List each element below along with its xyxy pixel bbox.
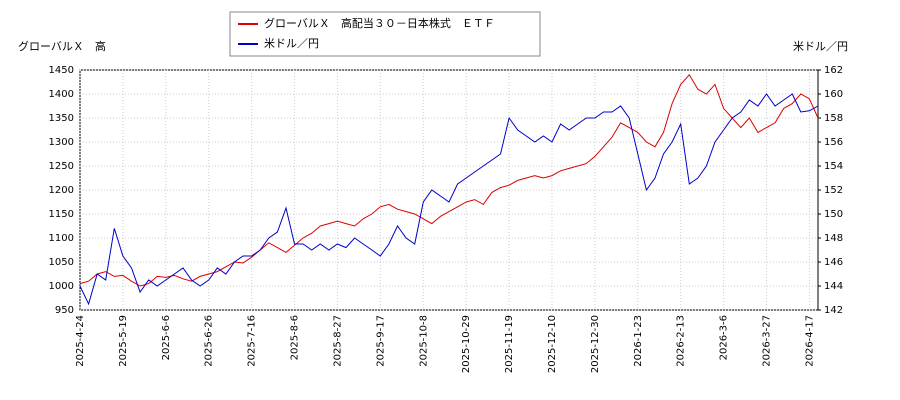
y-tick-label: 1350 bbox=[49, 113, 74, 124]
y2-tick-label: 146 bbox=[824, 257, 843, 268]
y2-tick-label: 160 bbox=[824, 89, 843, 100]
x-tick-label: 2025-12-30 bbox=[590, 315, 601, 373]
x-tick-label: 2026-3-6 bbox=[719, 315, 730, 360]
y-tick-label: 1150 bbox=[49, 209, 74, 220]
legend-box bbox=[229, 11, 541, 57]
x-tick-label: 2025-8-27 bbox=[332, 315, 343, 367]
y2-tick-label: 158 bbox=[824, 113, 843, 124]
x-tick-label: 2026-2-13 bbox=[676, 315, 687, 367]
y2-tick-label: 142 bbox=[824, 305, 843, 316]
y2-axis-label: 米ドル／円 bbox=[793, 40, 848, 53]
legend-label: グローバルＸ 高配当３０－日本株式 ＥＴＦ bbox=[264, 16, 495, 30]
x-tick-label: 2026-4-17 bbox=[804, 315, 815, 367]
series-line bbox=[79, 73, 819, 287]
y2-tick-label: 154 bbox=[824, 161, 843, 172]
x-tick-label: 2025-5-19 bbox=[118, 315, 129, 367]
x-tick-label: 2025-9-17 bbox=[375, 315, 386, 367]
x-tick-label: 2025-10-29 bbox=[461, 315, 472, 373]
y-axis-label: グローバルＸ 高 bbox=[18, 39, 106, 53]
y2-tick-label: 148 bbox=[824, 233, 843, 244]
y-tick-label: 1100 bbox=[49, 233, 74, 244]
y-tick-label: 1000 bbox=[49, 281, 74, 292]
y2-tick-label: 150 bbox=[824, 209, 843, 220]
x-tick-label: 2025-8-6 bbox=[290, 315, 301, 360]
y-tick-label: 1400 bbox=[49, 89, 74, 100]
y-tick-label: 1250 bbox=[49, 161, 74, 172]
y-tick-label: 1300 bbox=[49, 137, 74, 148]
y2-tick-label: 156 bbox=[824, 137, 843, 148]
x-tick-label: 2026-3-27 bbox=[762, 315, 773, 367]
x-tick-label: 2025-7-16 bbox=[247, 315, 258, 367]
x-tick-label: 2025-11-19 bbox=[504, 315, 515, 373]
y-tick-label: 1450 bbox=[49, 65, 74, 76]
x-tick-label: 2026-1-23 bbox=[633, 315, 644, 367]
x-tick-label: 2025-6-6 bbox=[161, 315, 172, 360]
y-tick-label: 1200 bbox=[49, 185, 74, 196]
legend-label: 米ドル／円 bbox=[264, 37, 319, 50]
y2-tick-label: 152 bbox=[824, 185, 843, 196]
x-tick-label: 2025-6-26 bbox=[204, 315, 215, 367]
y2-tick-label: 162 bbox=[824, 65, 843, 76]
y-tick-label: 1050 bbox=[49, 257, 74, 268]
series-line bbox=[79, 93, 819, 306]
y-tick-label: 950 bbox=[55, 305, 74, 316]
y2-tick-label: 144 bbox=[824, 281, 843, 292]
x-tick-label: 2025-4-24 bbox=[75, 315, 86, 367]
x-tick-label: 2025-12-10 bbox=[547, 315, 558, 373]
x-tick-label: 2025-10-8 bbox=[418, 315, 429, 367]
